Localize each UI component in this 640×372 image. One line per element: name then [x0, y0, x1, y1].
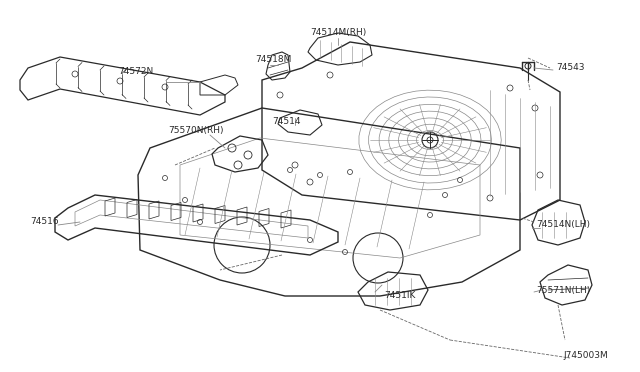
Text: J745003M: J745003M [563, 350, 608, 359]
Text: 74514M(RH): 74514M(RH) [310, 28, 366, 36]
Text: 75571N(LH): 75571N(LH) [536, 285, 590, 295]
Text: 74543: 74543 [556, 64, 584, 73]
Text: 75570N(RH): 75570N(RH) [168, 125, 223, 135]
Text: 7451lK: 7451lK [384, 291, 415, 299]
Text: 74516: 74516 [30, 218, 59, 227]
Text: 74514N(LH): 74514N(LH) [536, 221, 590, 230]
Text: 74514: 74514 [272, 118, 301, 126]
Text: 74518M: 74518M [255, 55, 291, 64]
Text: 74572N: 74572N [118, 67, 153, 77]
